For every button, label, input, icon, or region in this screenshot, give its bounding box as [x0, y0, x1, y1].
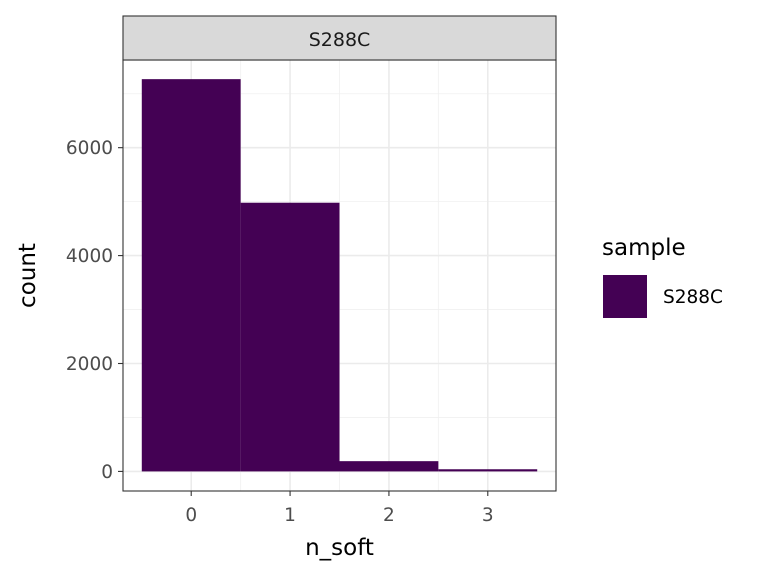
bar-3	[438, 469, 538, 472]
legend-label: S288C	[663, 287, 723, 308]
legend-entries: S288C	[603, 275, 723, 318]
bars	[141, 79, 538, 472]
legend-key	[603, 275, 647, 318]
y-axis: 0 2000 4000 6000	[66, 138, 123, 483]
x-tick-label: 1	[284, 505, 296, 526]
legend: sample S288C	[602, 235, 723, 318]
bar-1	[240, 202, 340, 472]
y-tick-label: 4000	[66, 246, 113, 267]
bar-2	[339, 461, 439, 472]
y-tick-label: 2000	[66, 354, 113, 375]
y-axis-title: count	[15, 243, 41, 308]
facet-strip	[122, 15, 557, 61]
x-tick-label: 0	[185, 505, 197, 526]
facet-strip-label: S288C	[309, 29, 371, 51]
bar-0	[141, 79, 241, 472]
legend-title: sample	[602, 235, 686, 261]
x-tick-label: 2	[383, 505, 395, 526]
y-tick-label: 6000	[66, 138, 113, 159]
x-axis: 0 1 2 3	[185, 491, 494, 526]
x-tick-label: 3	[482, 505, 494, 526]
x-axis-title: n_soft	[305, 535, 374, 561]
y-tick-label: 0	[101, 462, 113, 483]
